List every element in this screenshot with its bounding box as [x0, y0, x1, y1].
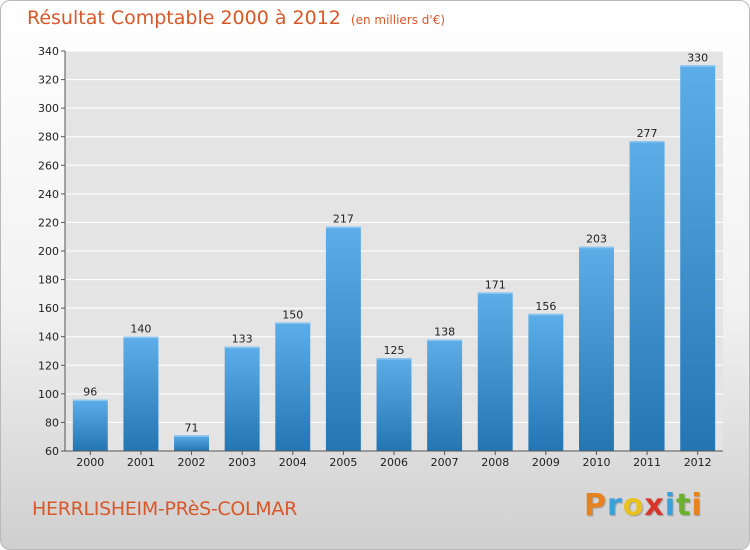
- logo-letter: t: [676, 488, 692, 523]
- x-tick-label: 2004: [279, 456, 307, 469]
- bar-highlight: [427, 339, 463, 342]
- bar-highlight: [629, 141, 665, 143]
- bar-highlight: [528, 313, 564, 316]
- bar-highlight: [477, 292, 513, 294]
- y-tick-label: 80: [45, 416, 59, 429]
- y-tick-label: 180: [38, 274, 59, 287]
- bar: [325, 226, 361, 451]
- logo-letter: r: [607, 488, 623, 523]
- bar: [680, 65, 716, 452]
- y-tick-label: 300: [38, 102, 59, 115]
- y-axis: 60 80 100 120 140 160 180 200 220 240 260 280 300 320…: [38, 45, 66, 458]
- x-tick-label: 2002: [178, 456, 206, 469]
- y-tick-label: 280: [38, 131, 59, 144]
- data-label: 96: [83, 386, 97, 399]
- bar: [174, 435, 210, 451]
- data-label: 217: [333, 213, 354, 226]
- bar: [72, 399, 108, 451]
- value-labels: 96 140 71 133 150 217 125 138 171 156 203 277 330: [83, 51, 708, 434]
- x-tick-label: 2008: [481, 456, 509, 469]
- chart-title: Résultat Comptable 2000 à 2012 (en millie…: [27, 7, 445, 29]
- location-name: HERRLISHEIM-PRèS-COLMAR: [32, 498, 298, 520]
- bar: [275, 322, 311, 451]
- y-tick-label: 120: [38, 359, 59, 372]
- bar-highlight: [680, 65, 716, 67]
- data-label: 138: [434, 326, 455, 339]
- chart-title-text: Résultat Comptable 2000 à 2012: [27, 7, 341, 29]
- bar-highlight: [578, 246, 614, 249]
- x-tick-label: 2012: [684, 456, 712, 469]
- bars: [72, 65, 716, 452]
- x-tick-label: 2006: [380, 456, 408, 469]
- y-tick-label: 200: [38, 245, 59, 258]
- x-tick-label: 2007: [431, 456, 459, 469]
- y-tick-label: 320: [38, 74, 59, 87]
- data-label: 140: [130, 323, 151, 336]
- data-label: 171: [485, 278, 506, 291]
- y-tick-label: 60: [45, 445, 59, 458]
- bar: [578, 246, 614, 451]
- bar: [477, 292, 513, 451]
- bar-highlight: [174, 435, 210, 437]
- bar-highlight: [376, 358, 412, 360]
- x-axis: 2000 2001 2002 2003 2004 2005 2006 2007 2008 2009…: [65, 450, 723, 469]
- x-tick-label: 2005: [329, 456, 357, 469]
- logo-letter: i: [664, 488, 677, 523]
- bar: [427, 339, 463, 451]
- bar: [528, 313, 564, 451]
- data-label: 156: [535, 300, 556, 313]
- data-label: 277: [637, 127, 658, 140]
- bar-highlight: [224, 346, 260, 349]
- bar-highlight: [325, 226, 361, 229]
- y-tick-label: 100: [38, 388, 59, 401]
- bar-highlight: [72, 399, 108, 402]
- x-tick-label: 2000: [76, 456, 104, 469]
- bar: [629, 141, 665, 451]
- y-tick-label: 160: [38, 302, 59, 315]
- bar-highlight: [275, 322, 311, 324]
- y-tick-label: 220: [38, 216, 59, 229]
- y-tick-label: 340: [38, 45, 59, 58]
- bar: [224, 346, 260, 451]
- chart-subtitle: (en milliers d'€): [350, 13, 446, 27]
- x-tick-label: 2009: [532, 456, 560, 469]
- data-label: 330: [687, 51, 708, 64]
- x-tick-label: 2010: [582, 456, 610, 469]
- bar: [123, 336, 159, 451]
- data-label: 125: [384, 344, 405, 357]
- data-label: 71: [185, 421, 199, 434]
- x-tick-label: 2003: [228, 456, 256, 469]
- y-tick-label: 140: [38, 331, 59, 344]
- data-label: 203: [586, 233, 607, 246]
- data-label: 133: [232, 333, 253, 346]
- bar-highlight: [123, 336, 159, 339]
- proxiti-logo: Proxiti: [584, 488, 703, 523]
- bar: [376, 358, 412, 451]
- data-label: 150: [282, 308, 303, 321]
- logo-letter: o: [622, 488, 645, 523]
- logo-letter: i: [691, 488, 703, 523]
- x-tick-label: 2001: [127, 456, 155, 469]
- y-tick-label: 240: [38, 188, 59, 201]
- logo-letter: x: [644, 488, 665, 523]
- y-tick-label: 260: [38, 159, 59, 172]
- logo-letter: P: [584, 488, 607, 523]
- x-tick-label: 2011: [633, 456, 661, 469]
